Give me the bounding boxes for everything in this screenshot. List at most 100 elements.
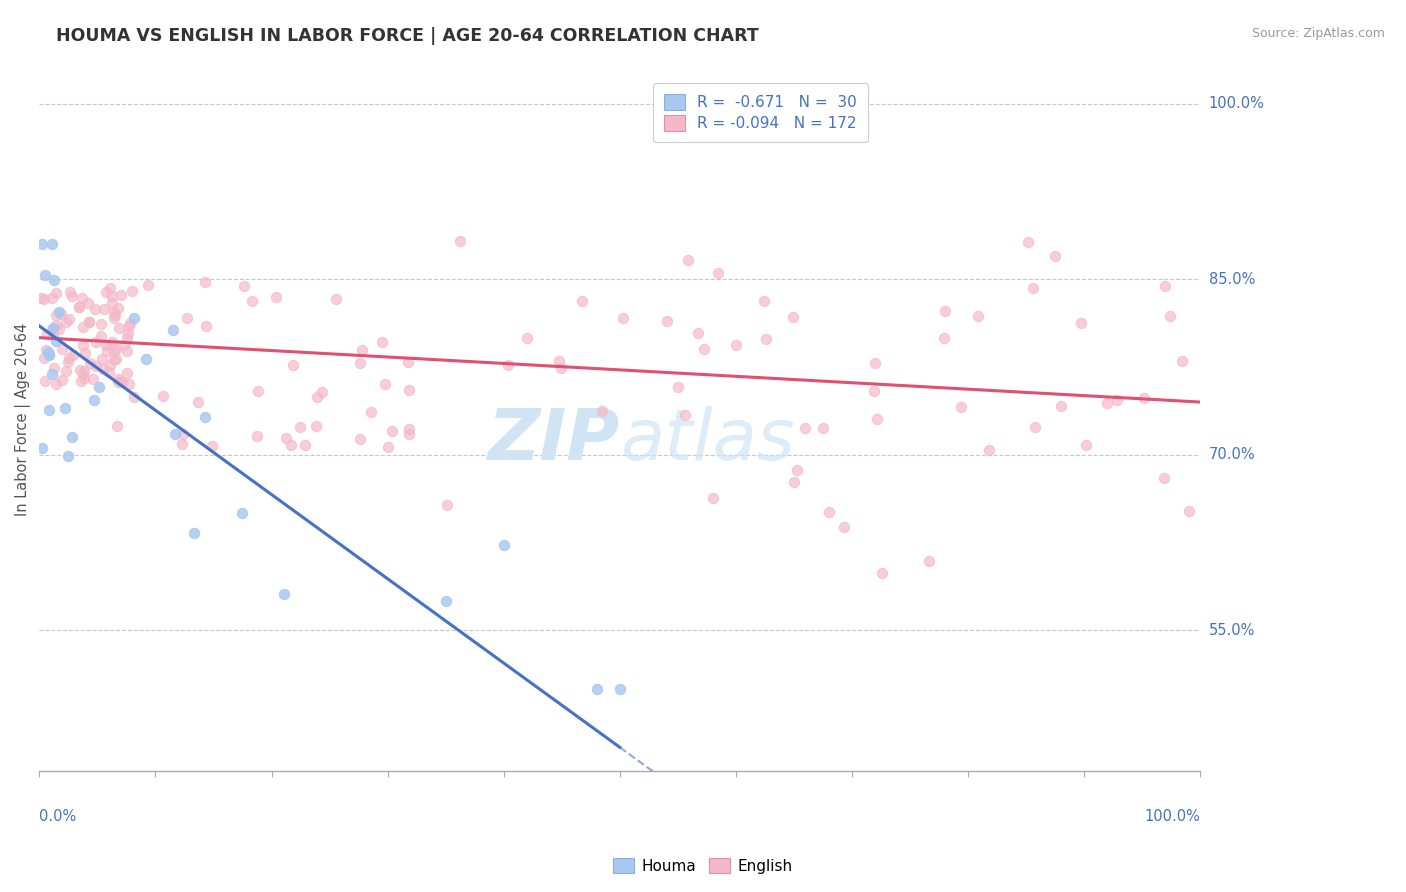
Point — [247, 384, 270, 399]
Point — [398, 426, 420, 441]
Point — [1050, 400, 1073, 414]
Point — [934, 331, 956, 345]
Point — [42, 273, 65, 287]
Point — [108, 321, 131, 335]
Point — [311, 384, 333, 399]
Point — [176, 311, 198, 326]
Text: 70.0%: 70.0% — [1209, 447, 1256, 462]
Text: 0.0%: 0.0% — [39, 809, 76, 824]
Point — [67, 300, 90, 314]
Point — [782, 310, 804, 325]
Point — [194, 319, 217, 334]
Point — [110, 288, 132, 302]
Point — [966, 309, 988, 323]
Point — [98, 281, 121, 295]
Point — [294, 438, 316, 452]
Point — [817, 505, 839, 519]
Point — [1154, 279, 1177, 293]
Point — [84, 335, 107, 350]
Point — [1132, 391, 1154, 405]
Point — [60, 430, 83, 444]
Point — [70, 291, 93, 305]
Point — [56, 355, 79, 369]
Point — [707, 266, 730, 280]
Point — [45, 286, 67, 301]
Point — [38, 348, 60, 362]
Point — [118, 319, 141, 334]
Point — [55, 401, 77, 416]
Point — [449, 235, 471, 249]
Point — [41, 237, 63, 252]
Point — [934, 304, 956, 318]
Point — [105, 351, 128, 366]
Point — [101, 289, 124, 303]
Point — [550, 360, 572, 375]
Point — [42, 321, 65, 335]
Point — [58, 449, 80, 463]
Point — [35, 327, 58, 342]
Point — [863, 384, 886, 399]
Text: 55.0%: 55.0% — [1209, 623, 1256, 638]
Point — [834, 520, 856, 534]
Point — [666, 380, 689, 394]
Point — [349, 432, 371, 446]
Point — [103, 310, 125, 325]
Point — [41, 328, 63, 343]
Point — [51, 373, 73, 387]
Point — [866, 412, 889, 426]
Point — [496, 358, 519, 372]
Point — [73, 371, 96, 385]
Point — [48, 322, 70, 336]
Point — [69, 362, 91, 376]
Point — [98, 358, 121, 372]
Y-axis label: In Labor Force | Age 20-64: In Labor Force | Age 20-64 — [15, 323, 31, 516]
Point — [73, 363, 96, 377]
Point — [194, 409, 217, 424]
Point — [118, 316, 141, 330]
Point — [96, 285, 118, 299]
Point — [305, 390, 328, 404]
Text: 100.0%: 100.0% — [1144, 809, 1201, 824]
Point — [51, 342, 73, 356]
Point — [724, 338, 747, 352]
Point — [231, 506, 253, 520]
Legend: Houma, English: Houma, English — [607, 852, 799, 880]
Point — [352, 343, 374, 357]
Point — [280, 438, 302, 452]
Point — [48, 305, 70, 319]
Point — [396, 354, 419, 368]
Point — [693, 343, 716, 357]
Point — [42, 360, 65, 375]
Point — [115, 330, 138, 344]
Point — [77, 296, 100, 310]
Point — [122, 310, 145, 325]
Point — [702, 491, 724, 505]
Text: atlas: atlas — [620, 406, 794, 475]
Point — [72, 320, 94, 334]
Point — [31, 441, 53, 455]
Point — [73, 346, 96, 360]
Point — [55, 314, 77, 328]
Point — [872, 566, 894, 581]
Point — [112, 337, 135, 351]
Point — [101, 295, 124, 310]
Point — [1170, 353, 1192, 368]
Point — [676, 252, 699, 267]
Point — [918, 554, 941, 568]
Point — [276, 432, 298, 446]
Point — [374, 376, 396, 391]
Point — [89, 380, 111, 394]
Point — [1017, 235, 1039, 249]
Point — [170, 437, 193, 451]
Point — [31, 237, 53, 252]
Point — [172, 427, 194, 442]
Point — [655, 314, 678, 328]
Point — [135, 352, 157, 367]
Point — [97, 365, 120, 379]
Point — [273, 587, 295, 601]
Point — [107, 376, 129, 390]
Text: Source: ZipAtlas.com: Source: ZipAtlas.com — [1251, 27, 1385, 40]
Point — [30, 292, 52, 306]
Point — [79, 314, 101, 328]
Point — [1043, 249, 1066, 263]
